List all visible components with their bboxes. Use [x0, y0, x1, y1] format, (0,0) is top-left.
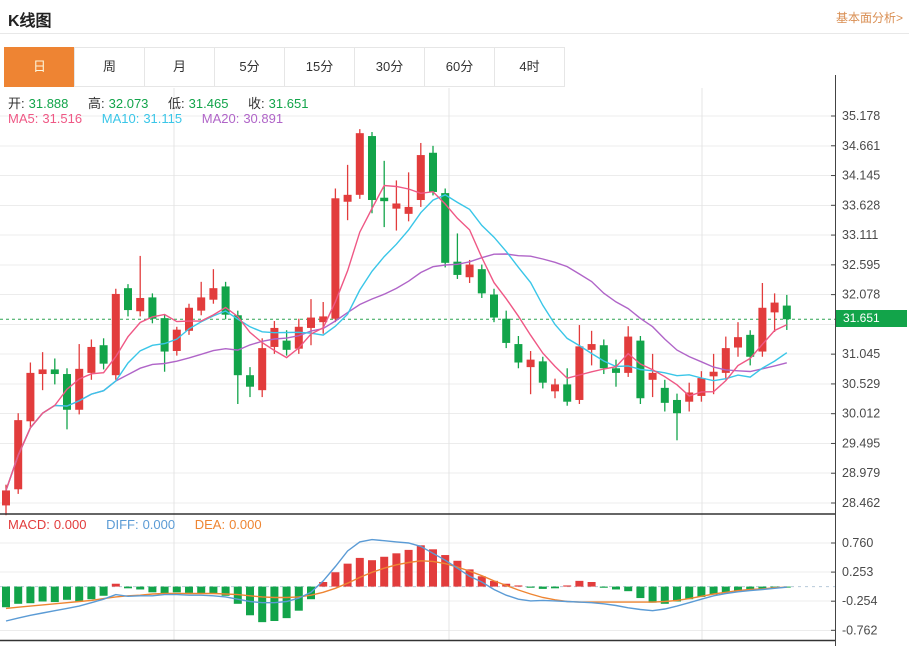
tab-min15[interactable]: 15分	[284, 47, 355, 87]
svg-text:32.595: 32.595	[842, 258, 880, 272]
current-price-badge: 31.651	[836, 310, 907, 327]
ma20-value: 30.891	[243, 111, 284, 126]
svg-text:31.045: 31.045	[842, 347, 880, 361]
svg-text:28.462: 28.462	[842, 496, 880, 510]
topbar: K线图 基本面分析>	[0, 0, 909, 33]
diff-label: DIFF:	[106, 517, 139, 532]
ma20-label: MA20:	[201, 111, 240, 126]
svg-text:33.628: 33.628	[842, 198, 880, 212]
macd-row: MACD: 0.000 DIFF: 0.000 DEA: 0.000	[8, 517, 266, 532]
tab-min30[interactable]: 30分	[354, 47, 425, 87]
low-label: 低:	[168, 96, 185, 111]
price-axis-labels: 35.178 34.661 34.145 33.628 33.111 32.595 32.0…	[831, 109, 880, 637]
svg-text:34.661: 34.661	[842, 139, 880, 153]
svg-text:0.253: 0.253	[842, 565, 873, 579]
svg-text:28.979: 28.979	[842, 466, 880, 480]
open-label: 开:	[8, 96, 25, 111]
ma5-line	[5, 184, 788, 491]
dea-label: DEA:	[194, 517, 226, 532]
tab-day[interactable]: 日	[4, 47, 75, 87]
ma10-label: MA10:	[101, 111, 140, 126]
kline-chart[interactable]: 35.178 34.661 34.145 33.628 33.111 32.595 32.0…	[0, 88, 909, 646]
ma5-value: 31.516	[42, 111, 83, 126]
axis-border-stub	[835, 75, 836, 88]
diff-line	[5, 538, 787, 622]
high-label: 高:	[88, 96, 105, 111]
ma20-line	[5, 253, 787, 491]
ma-row: MA5: 31.516 MA10: 31.115 MA20: 30.891	[8, 111, 287, 126]
tab-min60[interactable]: 60分	[424, 47, 495, 87]
close-label: 收:	[248, 96, 265, 111]
open-value: 31.888	[28, 96, 69, 111]
dea-value: 0.000	[229, 517, 262, 532]
svg-text:35.178: 35.178	[842, 109, 880, 123]
page-title: K线图	[8, 13, 52, 30]
macd-histogram	[2, 545, 791, 623]
svg-text:-0.762: -0.762	[842, 623, 877, 637]
svg-text:0.760: 0.760	[842, 536, 873, 550]
svg-text:33.111: 33.111	[842, 228, 878, 242]
macd-label: MACD:	[8, 517, 50, 532]
ma10-value: 31.115	[143, 111, 183, 126]
tab-month[interactable]: 月	[144, 47, 215, 87]
svg-text:-0.254: -0.254	[842, 594, 877, 608]
tab-min5[interactable]: 5分	[214, 47, 285, 87]
candles	[2, 129, 791, 516]
interval-tabs: 日周月 5分 15分 30分 60分 4时	[4, 47, 565, 87]
fundamental-analysis-link[interactable]: 基本面分析>	[835, 11, 903, 25]
svg-text:32.078: 32.078	[842, 288, 880, 302]
svg-text:34.145: 34.145	[842, 169, 880, 183]
close-value: 31.651	[268, 96, 309, 111]
tab-week[interactable]: 周	[74, 47, 145, 87]
svg-text:30.529: 30.529	[842, 377, 880, 391]
high-value: 32.073	[108, 96, 149, 111]
ohlc-row: 开: 31.888 高: 32.073 低: 31.465 收: 31.651	[8, 93, 312, 112]
ma5-label: MA5:	[8, 111, 39, 126]
svg-text:29.495: 29.495	[842, 436, 880, 450]
low-value: 31.465	[188, 96, 229, 111]
tab-hour4[interactable]: 4时	[494, 47, 565, 87]
macd-value: 0.000	[53, 517, 87, 532]
grid	[0, 88, 835, 640]
title-divider	[0, 33, 909, 34]
svg-text:30.012: 30.012	[842, 407, 880, 421]
diff-value: 0.000	[142, 517, 176, 532]
